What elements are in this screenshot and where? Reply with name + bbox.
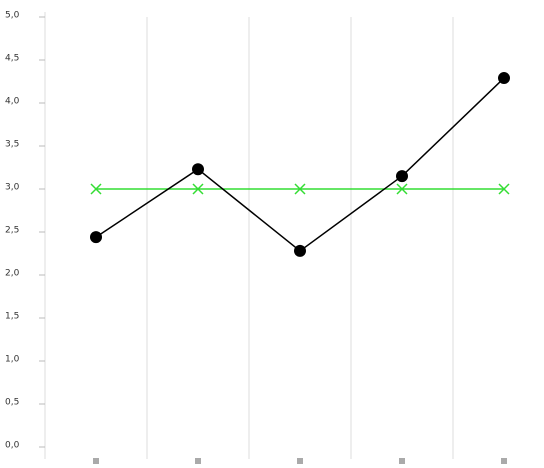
y-tick-label: 3,0 bbox=[5, 183, 20, 193]
y-tick-label: 0,5 bbox=[5, 398, 19, 408]
point bbox=[294, 183, 306, 195]
point bbox=[90, 231, 102, 244]
point bbox=[498, 72, 510, 85]
x-category-marker bbox=[195, 458, 201, 464]
y-tick-label: 3,5 bbox=[5, 140, 19, 150]
y-tick-label: 4,0 bbox=[5, 97, 20, 107]
point bbox=[294, 244, 306, 257]
x-category-marker bbox=[501, 458, 507, 464]
point bbox=[498, 183, 510, 195]
y-tick-label: 5,0 bbox=[5, 11, 20, 21]
x-category-marker bbox=[93, 458, 99, 464]
y-tick-label: 2,5 bbox=[5, 226, 19, 236]
x-category-marker bbox=[399, 458, 405, 464]
y-tick-label: 2,0 bbox=[5, 269, 20, 279]
y-tick-label: 1,0 bbox=[5, 355, 20, 365]
x-category-marker bbox=[297, 458, 303, 464]
point bbox=[396, 170, 408, 183]
y-tick-label: 4,5 bbox=[5, 54, 19, 64]
point bbox=[90, 183, 102, 195]
point bbox=[192, 163, 204, 176]
y-tick-label: 0,0 bbox=[5, 441, 20, 451]
point bbox=[192, 183, 204, 195]
y-tick-label: 1,5 bbox=[5, 312, 19, 322]
point bbox=[396, 183, 408, 195]
